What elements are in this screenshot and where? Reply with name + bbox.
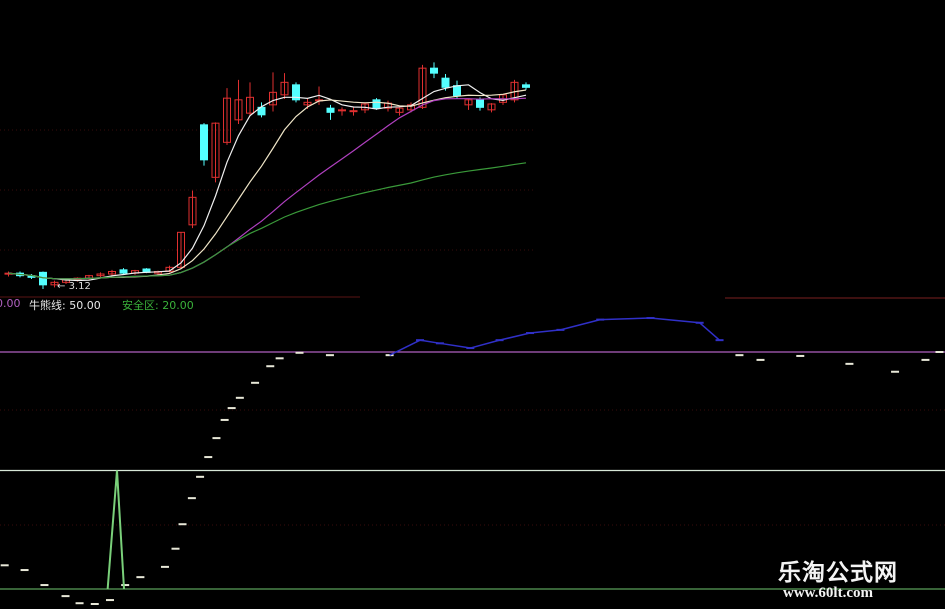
- candle-body: [280, 81, 289, 96]
- indicator-segment: [200, 457, 208, 477]
- indicator-segment: [439, 342, 471, 349]
- indicator-segment: [650, 317, 700, 324]
- candle-body: [108, 271, 116, 275]
- candle-body: [211, 122, 220, 178]
- candle-body: [292, 84, 300, 101]
- indicator-segment: [389, 339, 421, 356]
- indicator-segment: [140, 567, 165, 577]
- candle-body: [234, 99, 243, 121]
- indicator-segment: [699, 322, 721, 341]
- indicator-segment: [208, 438, 216, 457]
- indicator-segment: [270, 358, 279, 366]
- indicator-segment: [529, 329, 561, 334]
- watermark-name: 乐淘公式网: [778, 559, 898, 586]
- indicator-segment: [183, 498, 192, 524]
- candle-body: [119, 269, 128, 274]
- legend-value-0: 0.00: [0, 297, 21, 310]
- candle-body: [522, 84, 530, 88]
- indicator-segment: [232, 398, 240, 408]
- indicator-segment: [25, 570, 45, 585]
- indicator-segment: [110, 585, 125, 600]
- candle-body: [372, 99, 381, 109]
- candle-body: [39, 271, 47, 286]
- low-price-value: 3.12: [68, 281, 91, 292]
- indicator-segment: [925, 352, 939, 360]
- indicator-segment: [499, 332, 531, 341]
- indicator-segment: [470, 339, 500, 349]
- candle-body: [453, 85, 461, 97]
- candle-body: [96, 273, 105, 277]
- candle-body: [223, 97, 231, 143]
- candle-body: [246, 96, 254, 114]
- indicator-segment: [895, 360, 925, 372]
- indicator-segment: [300, 353, 330, 355]
- candle-body: [269, 91, 277, 106]
- indicator-segment: [125, 577, 140, 585]
- indicator-segment: [216, 420, 224, 438]
- ma10-line: [8, 89, 527, 280]
- candle-body: [188, 196, 197, 226]
- candle-body: [464, 99, 473, 106]
- candle-body: [430, 67, 438, 74]
- candle-body: [50, 281, 59, 286]
- indicator-segment: [192, 477, 200, 498]
- candle-body: [200, 124, 208, 161]
- candle-body: [441, 77, 450, 88]
- ma60-line: [8, 162, 527, 280]
- indicator-segment: [720, 340, 740, 355]
- indicator-segment: [165, 549, 176, 567]
- indicator-segment: [176, 524, 183, 548]
- indicator-segment: [560, 318, 601, 331]
- candle-body: [487, 103, 496, 111]
- watermark-url: www.60lt.com: [783, 585, 873, 601]
- candle-body: [326, 107, 335, 113]
- candle-body: [395, 107, 404, 113]
- candle-body: [407, 104, 415, 111]
- signal-spike-line: [106, 470, 126, 590]
- indicator-segment: [255, 366, 270, 383]
- indicator-segment: [600, 317, 651, 321]
- indicator-segment: [800, 356, 849, 364]
- indicator-segment: [66, 596, 80, 603]
- ma5-line: [8, 84, 527, 282]
- candle-body: [303, 101, 312, 106]
- legend-safe-zone: 安全区: 20.00: [122, 299, 194, 312]
- candle-body: [476, 99, 484, 108]
- candle-body: [177, 231, 185, 268]
- indicator-segment: [849, 364, 895, 372]
- candle-body: [418, 67, 427, 108]
- legend-bull-bear-line: 牛熊线: 50.00: [29, 299, 101, 312]
- indicator-segment: [44, 585, 65, 596]
- low-price-label: ← 3.12: [57, 281, 91, 292]
- candle-body: [349, 110, 358, 113]
- candle-body: [338, 109, 346, 112]
- ma20-line: [8, 97, 527, 280]
- indicator-segment: [240, 383, 255, 398]
- indicator-segment: [761, 356, 801, 360]
